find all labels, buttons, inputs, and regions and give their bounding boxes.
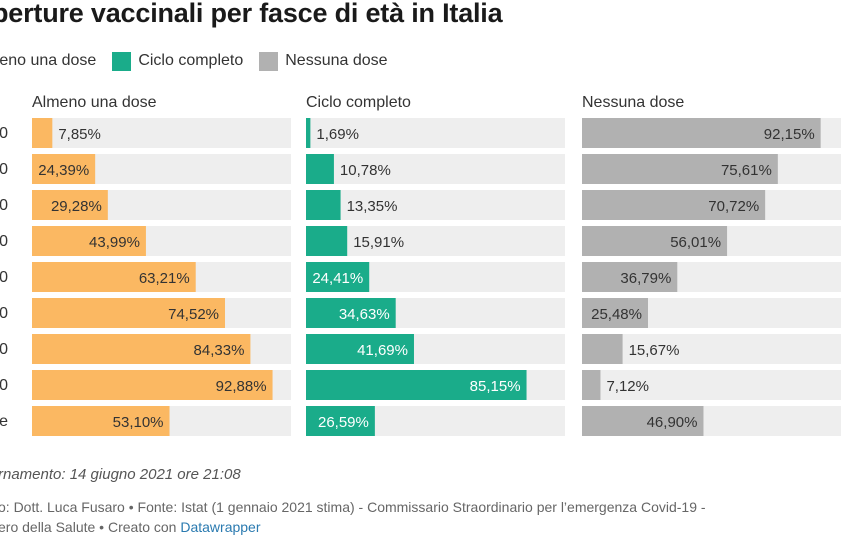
bar-chart: 0 0 0 0 0 0 0 80 e Almeno una dose 7,85% 24,39% 29,2…: [0, 94, 841, 436]
bar: [582, 154, 778, 184]
column-header: Ciclo completo: [306, 94, 411, 111]
legend-label: Ciclo completo: [138, 52, 244, 69]
value-label: 15,67%: [629, 342, 680, 359]
row-label: 0: [0, 161, 8, 178]
datawrapper-link[interactable]: Datawrapper: [180, 519, 261, 535]
bar: [582, 334, 623, 364]
value-label: 34,63%: [339, 306, 390, 323]
value-label: 46,90%: [647, 414, 698, 431]
bar: [32, 298, 226, 328]
value-label: 85,15%: [470, 378, 521, 395]
row-label: 0: [0, 305, 8, 322]
bar: [582, 262, 678, 292]
value-label: 1,69%: [316, 126, 359, 143]
legend-item-0: meno una dose: [0, 52, 96, 70]
column-header: Almeno una dose: [32, 94, 157, 111]
footer-line-2: ero della Salute • Creato con Datawrappe…: [0, 517, 850, 537]
row-label: 80: [0, 377, 8, 394]
legend-swatch: [259, 51, 279, 71]
footer-line-2-text: ero della Salute • Creato con: [0, 519, 181, 535]
bar: [306, 298, 396, 328]
bar-track: [582, 334, 841, 364]
legend-item-1: Ciclo completo: [112, 51, 244, 71]
value-label: 70,72%: [708, 198, 759, 215]
bar: [32, 406, 170, 436]
value-label: 24,39%: [38, 162, 89, 179]
bar: [32, 226, 146, 256]
value-label: 10,78%: [340, 162, 391, 179]
bar: [32, 154, 96, 184]
row-label: e: [0, 413, 8, 430]
bar: [306, 154, 334, 184]
update-note: rnamento: 14 giugno 2021 ore 21:08: [0, 466, 241, 483]
value-label: 84,33%: [194, 342, 245, 359]
legend-item-2: Nessuna dose: [259, 51, 388, 71]
bar: [306, 370, 527, 400]
legend-label: meno una dose: [0, 52, 97, 69]
value-label: 13,35%: [347, 198, 398, 215]
column-header: Nessuna dose: [582, 94, 684, 111]
value-label: 92,15%: [764, 126, 815, 143]
value-label: 74,52%: [168, 306, 219, 323]
bar: [32, 262, 196, 292]
value-label: 15,91%: [353, 234, 404, 251]
bar: [582, 190, 766, 220]
chart-title: perture vaccinali per fasce di età in It…: [0, 0, 503, 28]
bar: [582, 298, 648, 328]
bar: [306, 406, 375, 436]
bar: [582, 406, 704, 436]
bar-track: [306, 154, 565, 184]
value-label: 36,79%: [620, 270, 671, 287]
footer-line-1: o: Dott. Luca Fusaro • Fonte: Istat (1 g…: [0, 499, 706, 515]
bar-track: [306, 226, 565, 256]
bar: [32, 118, 53, 148]
bar-track: [306, 190, 565, 220]
bar: [306, 334, 414, 364]
value-label: 29,28%: [51, 198, 102, 215]
value-label: 53,10%: [113, 414, 164, 431]
bar: [32, 370, 273, 400]
bar-track: [582, 370, 841, 400]
value-label: 92,88%: [216, 378, 267, 395]
bar-track: [32, 118, 291, 148]
value-label: 7,12%: [606, 378, 649, 395]
value-label: 41,69%: [357, 342, 408, 359]
bar: [306, 118, 311, 148]
value-label: 63,21%: [139, 270, 190, 287]
value-label: 26,59%: [318, 414, 369, 431]
legend-label: Nessuna dose: [285, 52, 388, 69]
bar: [582, 370, 601, 400]
bar-track: [306, 118, 565, 148]
row-label: 0: [0, 269, 8, 286]
row-label: 0: [0, 125, 8, 142]
legend-swatch: [112, 51, 132, 71]
bar: [582, 118, 821, 148]
row-label: 0: [0, 197, 8, 214]
source-footer: o: Dott. Luca Fusaro • Fonte: Istat (1 g…: [0, 497, 850, 537]
value-label: 25,48%: [591, 306, 642, 323]
legend: meno una dose Ciclo completo Nessuna dose: [0, 50, 404, 72]
value-label: 24,41%: [312, 270, 363, 287]
bar: [306, 190, 341, 220]
value-label: 7,85%: [58, 126, 101, 143]
value-label: 56,01%: [670, 234, 721, 251]
value-label: 75,61%: [721, 162, 772, 179]
bar: [32, 334, 251, 364]
bar: [582, 226, 728, 256]
row-label: 0: [0, 341, 8, 358]
bar: [306, 262, 370, 292]
bar: [306, 226, 348, 256]
row-label: 0: [0, 233, 8, 250]
value-label: 43,99%: [89, 234, 140, 251]
bar: [32, 190, 108, 220]
